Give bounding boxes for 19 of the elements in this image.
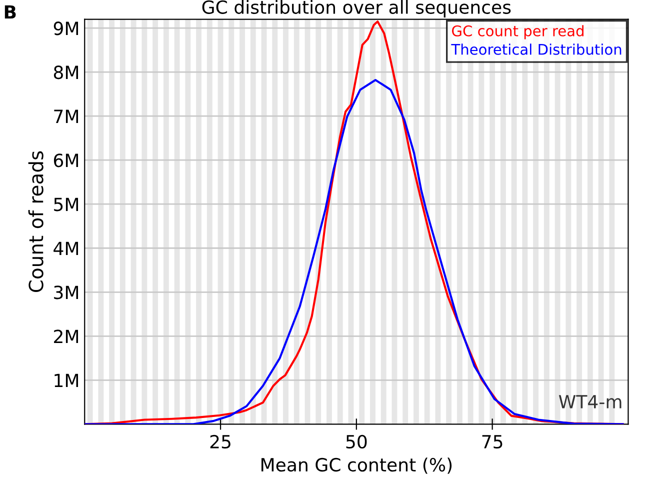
y-tick-label: 5M bbox=[54, 198, 78, 212]
y-tick-label: 4M bbox=[54, 242, 78, 255]
y-tick-label: 1M bbox=[54, 374, 78, 388]
y-tick-label: 9M bbox=[54, 22, 78, 36]
x-tick-label: 25 bbox=[210, 434, 230, 449]
x-tick-label: 75 bbox=[482, 435, 502, 449]
annotation: WT4-m bbox=[558, 395, 622, 408]
y-tick-label: 7M bbox=[54, 110, 78, 123]
text: Theoretical Distribution bbox=[451, 44, 622, 55]
y-tick-label: 3M bbox=[54, 286, 78, 300]
y-tick-label: 8M bbox=[54, 66, 78, 80]
x-axis-title: Mean GC content (%) bbox=[262, 458, 452, 474]
y-axis-title: Count of reads bbox=[28, 151, 44, 292]
y-tick-label: 6M bbox=[54, 154, 78, 168]
x-tick-label: 50 bbox=[346, 434, 367, 449]
text: B bbox=[4, 5, 16, 19]
chart-title: GC distribution over all sequences bbox=[202, 0, 511, 18]
y-tick-label: 2M bbox=[54, 330, 78, 343]
text: GC count per read bbox=[452, 25, 584, 40]
